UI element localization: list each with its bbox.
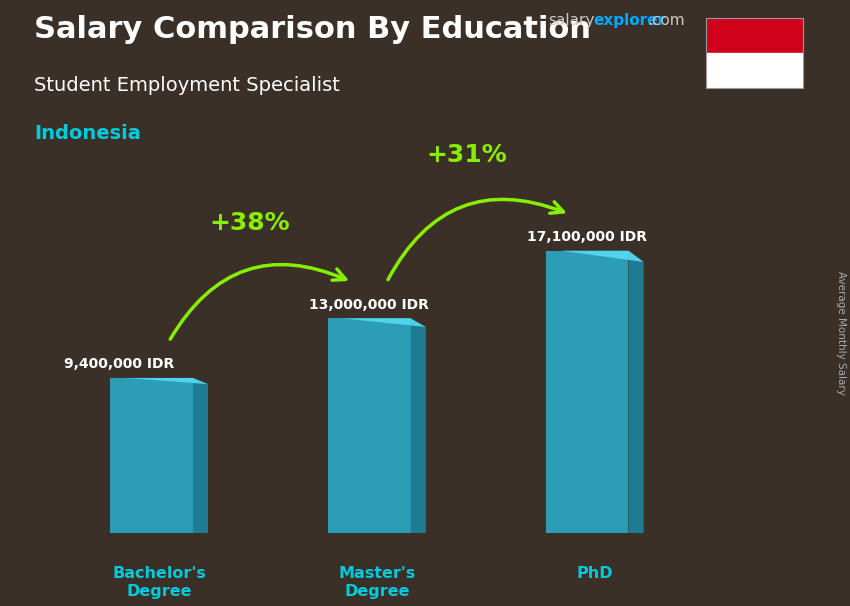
Text: +31%: +31% (427, 143, 507, 167)
Bar (110, 378, 193, 533)
Text: explorer: explorer (593, 13, 666, 28)
Polygon shape (411, 318, 426, 533)
Polygon shape (193, 378, 208, 533)
Text: Bachelor's
Degree: Bachelor's Degree (112, 567, 206, 599)
Text: +38%: +38% (209, 210, 290, 235)
Text: Indonesia: Indonesia (34, 124, 141, 143)
Text: Master's
Degree: Master's Degree (338, 567, 416, 599)
Bar (546, 251, 628, 533)
Text: salary: salary (548, 13, 595, 28)
Bar (706, 18, 803, 53)
Text: 9,400,000 IDR: 9,400,000 IDR (64, 358, 174, 371)
Text: 17,100,000 IDR: 17,100,000 IDR (527, 230, 647, 244)
Text: 13,000,000 IDR: 13,000,000 IDR (309, 298, 429, 312)
Text: Salary Comparison By Education: Salary Comparison By Education (34, 15, 591, 44)
Bar (706, 53, 803, 88)
Polygon shape (328, 318, 426, 327)
Bar (328, 318, 411, 533)
Text: Average Monthly Salary: Average Monthly Salary (836, 271, 846, 395)
Text: Student Employment Specialist: Student Employment Specialist (34, 76, 340, 95)
Text: PhD: PhD (576, 567, 613, 581)
Text: .com: .com (648, 13, 685, 28)
Polygon shape (628, 251, 643, 533)
Polygon shape (110, 378, 208, 384)
Polygon shape (546, 251, 643, 262)
